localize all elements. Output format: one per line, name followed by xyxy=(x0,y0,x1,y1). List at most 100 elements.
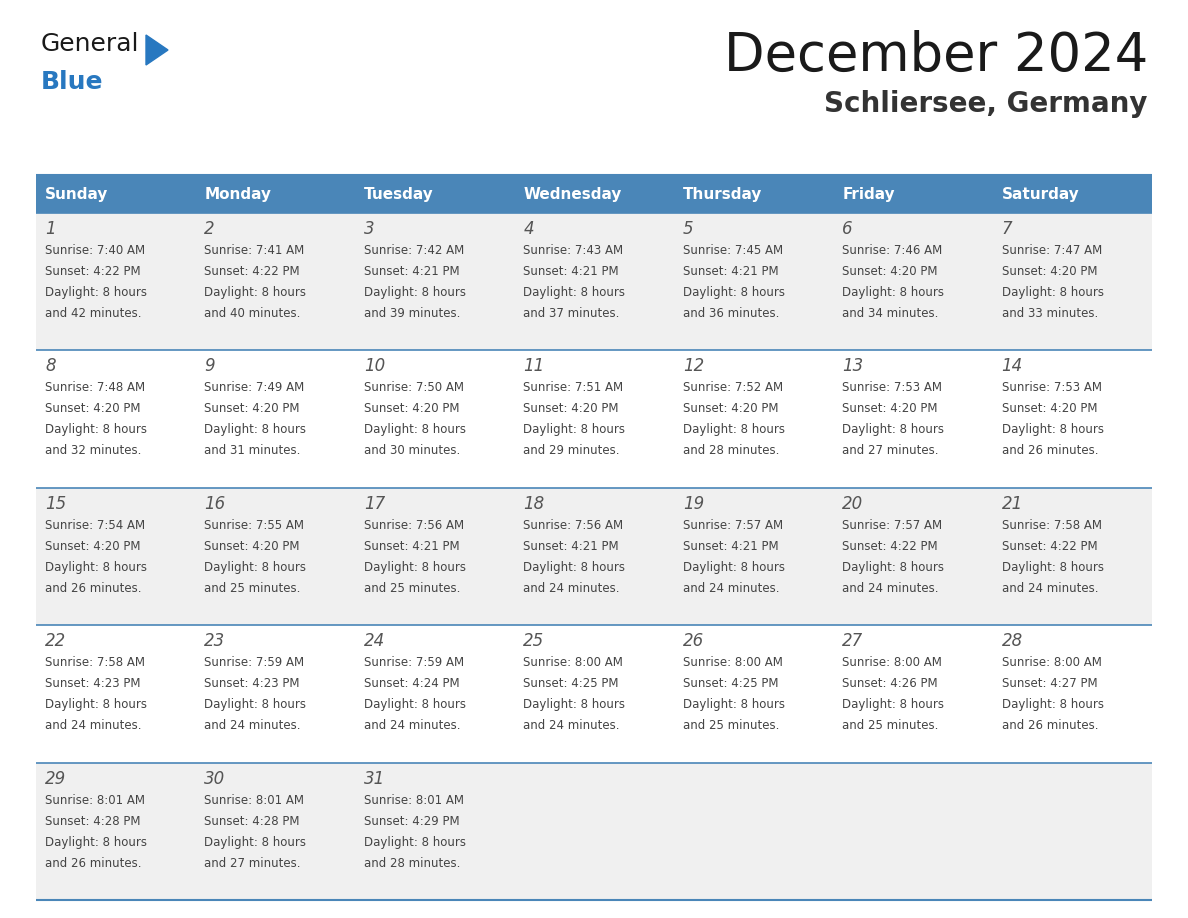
Text: 31: 31 xyxy=(364,769,385,788)
Bar xyxy=(514,487,674,625)
Text: Daylight: 8 hours: Daylight: 8 hours xyxy=(683,286,785,299)
Bar xyxy=(355,487,514,625)
Text: 29: 29 xyxy=(45,769,67,788)
Text: Sunrise: 7:53 AM: Sunrise: 7:53 AM xyxy=(842,381,942,395)
Text: Daylight: 8 hours: Daylight: 8 hours xyxy=(523,286,625,299)
Text: and 24 minutes.: and 24 minutes. xyxy=(364,719,461,733)
Text: and 24 minutes.: and 24 minutes. xyxy=(523,719,620,733)
Text: Sunset: 4:23 PM: Sunset: 4:23 PM xyxy=(45,677,140,690)
Text: and 27 minutes.: and 27 minutes. xyxy=(842,444,939,457)
Bar xyxy=(196,763,355,900)
Text: Daylight: 8 hours: Daylight: 8 hours xyxy=(1001,286,1104,299)
Text: Sunrise: 7:42 AM: Sunrise: 7:42 AM xyxy=(364,244,465,257)
Text: Sunset: 4:21 PM: Sunset: 4:21 PM xyxy=(683,540,778,553)
Text: 28: 28 xyxy=(1001,633,1023,650)
Bar xyxy=(355,175,514,213)
Text: 30: 30 xyxy=(204,769,226,788)
Text: Sunset: 4:28 PM: Sunset: 4:28 PM xyxy=(204,814,299,828)
Bar xyxy=(833,763,992,900)
Text: 12: 12 xyxy=(683,357,704,375)
Text: Sunset: 4:23 PM: Sunset: 4:23 PM xyxy=(204,677,299,690)
Text: Sunrise: 7:57 AM: Sunrise: 7:57 AM xyxy=(683,519,783,532)
Polygon shape xyxy=(146,35,168,65)
Bar xyxy=(992,487,1152,625)
Text: 19: 19 xyxy=(683,495,704,513)
Text: Sunset: 4:25 PM: Sunset: 4:25 PM xyxy=(683,677,778,690)
Text: Thursday: Thursday xyxy=(683,186,762,201)
Text: Sunday: Sunday xyxy=(45,186,108,201)
Text: and 24 minutes.: and 24 minutes. xyxy=(204,719,301,733)
Text: Sunrise: 7:41 AM: Sunrise: 7:41 AM xyxy=(204,244,304,257)
Text: and 37 minutes.: and 37 minutes. xyxy=(523,307,620,320)
Text: Sunset: 4:25 PM: Sunset: 4:25 PM xyxy=(523,677,619,690)
Bar xyxy=(196,175,355,213)
Bar xyxy=(674,351,833,487)
Bar xyxy=(992,213,1152,351)
Text: and 26 minutes.: and 26 minutes. xyxy=(45,856,141,869)
Text: Sunrise: 7:51 AM: Sunrise: 7:51 AM xyxy=(523,381,624,395)
Text: and 28 minutes.: and 28 minutes. xyxy=(683,444,779,457)
Text: Sunset: 4:24 PM: Sunset: 4:24 PM xyxy=(364,677,460,690)
Bar xyxy=(355,625,514,763)
Text: Sunset: 4:20 PM: Sunset: 4:20 PM xyxy=(204,540,299,553)
Text: 17: 17 xyxy=(364,495,385,513)
Text: and 42 minutes.: and 42 minutes. xyxy=(45,307,141,320)
Text: Sunrise: 8:00 AM: Sunrise: 8:00 AM xyxy=(683,656,783,669)
Bar xyxy=(674,763,833,900)
Text: Saturday: Saturday xyxy=(1001,186,1080,201)
Text: Sunset: 4:20 PM: Sunset: 4:20 PM xyxy=(45,540,140,553)
Text: Sunrise: 7:48 AM: Sunrise: 7:48 AM xyxy=(45,381,145,395)
Text: Daylight: 8 hours: Daylight: 8 hours xyxy=(1001,423,1104,436)
Text: Sunrise: 8:00 AM: Sunrise: 8:00 AM xyxy=(523,656,624,669)
Bar xyxy=(355,763,514,900)
Text: 9: 9 xyxy=(204,357,215,375)
Text: Sunrise: 7:47 AM: Sunrise: 7:47 AM xyxy=(1001,244,1101,257)
Text: Daylight: 8 hours: Daylight: 8 hours xyxy=(204,286,307,299)
Text: Sunrise: 7:56 AM: Sunrise: 7:56 AM xyxy=(364,519,465,532)
Text: Sunrise: 7:58 AM: Sunrise: 7:58 AM xyxy=(1001,519,1101,532)
Text: Monday: Monday xyxy=(204,186,271,201)
Text: 10: 10 xyxy=(364,357,385,375)
Text: 16: 16 xyxy=(204,495,226,513)
Bar xyxy=(36,763,196,900)
Text: 23: 23 xyxy=(204,633,226,650)
Text: Blue: Blue xyxy=(42,70,103,94)
Text: and 30 minutes.: and 30 minutes. xyxy=(364,444,460,457)
Text: Daylight: 8 hours: Daylight: 8 hours xyxy=(204,835,307,848)
Bar xyxy=(992,625,1152,763)
Text: Sunrise: 7:57 AM: Sunrise: 7:57 AM xyxy=(842,519,942,532)
Text: and 25 minutes.: and 25 minutes. xyxy=(364,582,460,595)
Text: and 24 minutes.: and 24 minutes. xyxy=(45,719,141,733)
Text: Sunrise: 7:58 AM: Sunrise: 7:58 AM xyxy=(45,656,145,669)
Bar xyxy=(514,351,674,487)
Text: 7: 7 xyxy=(1001,220,1012,238)
Bar xyxy=(833,175,992,213)
Text: and 24 minutes.: and 24 minutes. xyxy=(523,582,620,595)
Text: Daylight: 8 hours: Daylight: 8 hours xyxy=(842,561,944,574)
Text: Sunset: 4:21 PM: Sunset: 4:21 PM xyxy=(523,540,619,553)
Text: Daylight: 8 hours: Daylight: 8 hours xyxy=(364,561,466,574)
Bar xyxy=(514,213,674,351)
Text: and 34 minutes.: and 34 minutes. xyxy=(842,307,939,320)
Text: Sunrise: 7:49 AM: Sunrise: 7:49 AM xyxy=(204,381,304,395)
Bar xyxy=(992,351,1152,487)
Text: Daylight: 8 hours: Daylight: 8 hours xyxy=(364,835,466,848)
Text: Sunset: 4:21 PM: Sunset: 4:21 PM xyxy=(364,540,460,553)
Text: 3: 3 xyxy=(364,220,374,238)
Text: Sunrise: 7:46 AM: Sunrise: 7:46 AM xyxy=(842,244,942,257)
Text: 26: 26 xyxy=(683,633,704,650)
Text: Daylight: 8 hours: Daylight: 8 hours xyxy=(45,286,147,299)
Text: and 26 minutes.: and 26 minutes. xyxy=(1001,719,1098,733)
Text: Daylight: 8 hours: Daylight: 8 hours xyxy=(364,699,466,711)
Text: 8: 8 xyxy=(45,357,56,375)
Text: Sunrise: 7:40 AM: Sunrise: 7:40 AM xyxy=(45,244,145,257)
Text: Daylight: 8 hours: Daylight: 8 hours xyxy=(683,699,785,711)
Text: Daylight: 8 hours: Daylight: 8 hours xyxy=(523,699,625,711)
Text: 20: 20 xyxy=(842,495,864,513)
Text: Daylight: 8 hours: Daylight: 8 hours xyxy=(45,835,147,848)
Text: 18: 18 xyxy=(523,495,544,513)
Bar xyxy=(36,213,196,351)
Bar xyxy=(196,625,355,763)
Text: 4: 4 xyxy=(523,220,533,238)
Text: and 28 minutes.: and 28 minutes. xyxy=(364,856,460,869)
